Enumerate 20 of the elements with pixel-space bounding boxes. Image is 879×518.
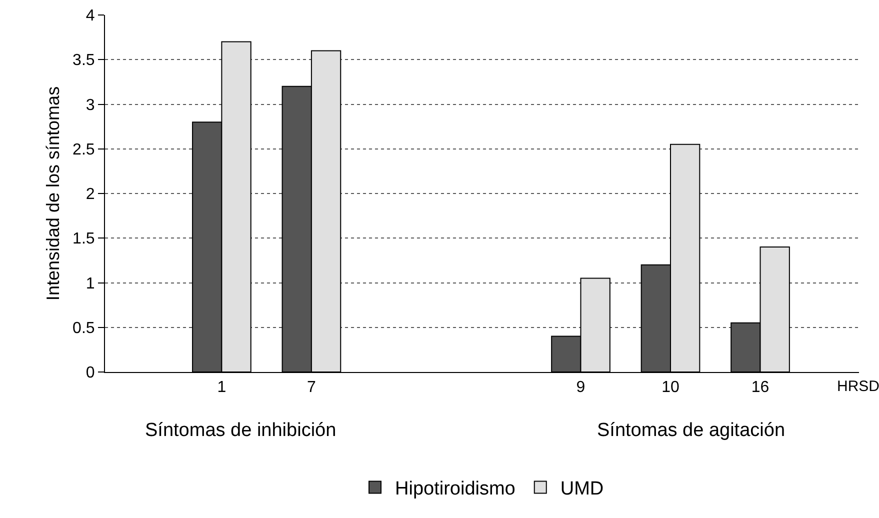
x-tick-label: 10: [662, 379, 680, 396]
y-tick-label: 1: [86, 275, 95, 292]
y-tick-label: 4: [86, 8, 95, 25]
text: Síntomas de inhibición: [145, 420, 336, 441]
x-tick-label: 7: [306, 379, 316, 396]
y-tick-label: 2: [86, 186, 95, 204]
y-tick-label: 3.5: [72, 52, 95, 70]
legend-label: Hipotiroidismo: [395, 478, 516, 500]
x-tick-label: 1: [217, 379, 226, 396]
text: Síntomas de agitación: [597, 420, 786, 441]
y-tick-label: 2.5: [72, 141, 95, 158]
x-axis-title: HRSD: [837, 378, 879, 395]
y-tick-label: 0.5: [72, 320, 95, 337]
legend-label: UMD: [560, 478, 604, 500]
y-tick-label: 0: [86, 364, 95, 382]
y-tick-label: 1.5: [72, 230, 95, 248]
x-tick-label: 9: [576, 379, 586, 396]
y-tick-label: 3: [86, 96, 95, 114]
x-tick-label: 16: [751, 379, 770, 396]
y-axis-title: Intensidad de los síntomas: [43, 86, 63, 301]
